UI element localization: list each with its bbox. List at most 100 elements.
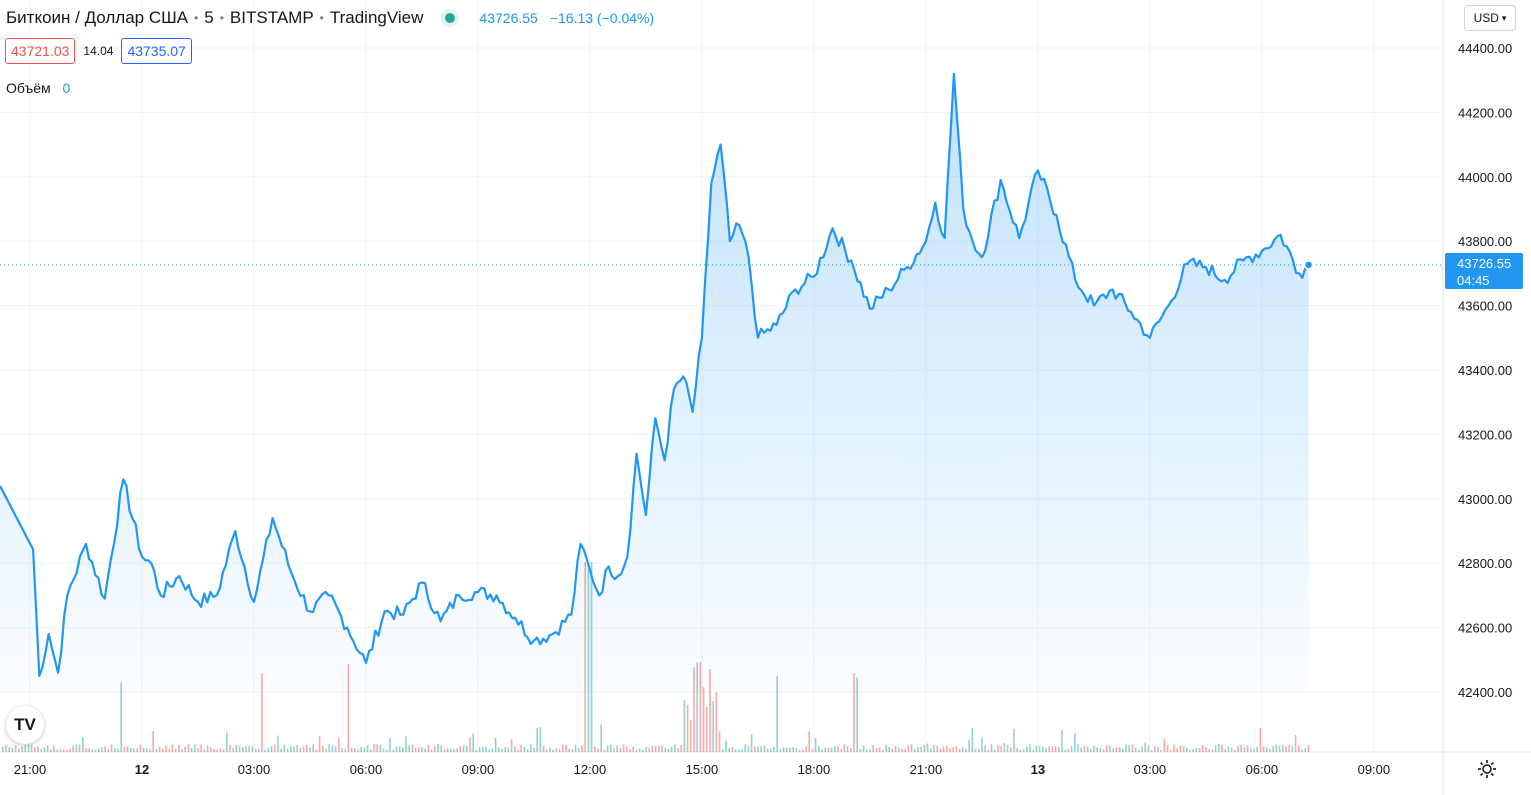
volume-bar xyxy=(917,747,919,752)
volume-bar xyxy=(926,743,929,752)
volume-bar xyxy=(987,749,990,752)
volume-bar xyxy=(1038,746,1041,752)
volume-bar xyxy=(1131,744,1134,752)
volume-bar xyxy=(920,746,922,752)
volume-bar xyxy=(654,746,657,752)
volume-bar xyxy=(523,746,526,752)
volume-bar xyxy=(1294,735,1297,752)
volume-bar xyxy=(462,745,465,752)
volume-bar xyxy=(587,562,590,752)
market-status-icon[interactable] xyxy=(445,13,456,23)
volume-bar xyxy=(955,746,958,752)
volume-bar xyxy=(1198,747,1201,752)
volume-bar xyxy=(398,746,401,752)
y-tick-label: 42800.00 xyxy=(1458,556,1512,571)
volume-bar xyxy=(488,749,490,752)
volume-bar xyxy=(1288,744,1290,752)
volume-bar xyxy=(1099,748,1102,752)
volume-bar xyxy=(379,744,382,752)
ask-price[interactable]: 43735.07 xyxy=(121,38,192,64)
y-tick-label: 43000.00 xyxy=(1458,492,1512,507)
volume-bar xyxy=(14,745,17,752)
volume-bar xyxy=(373,744,375,752)
volume-bar xyxy=(37,746,39,752)
volume-bar xyxy=(264,749,266,752)
volume-bar xyxy=(290,745,292,752)
volume-bar xyxy=(296,745,298,752)
volume-bar xyxy=(632,746,634,752)
volume-bar xyxy=(162,748,164,752)
volume-bar xyxy=(638,748,641,752)
volume-bar xyxy=(376,744,378,752)
volume-bar xyxy=(1224,749,1226,752)
volume-bar xyxy=(1048,746,1050,752)
volume-bar xyxy=(571,748,574,752)
volume-bar xyxy=(1045,748,1047,752)
volume-bar xyxy=(5,745,7,752)
volume-bar xyxy=(642,749,644,752)
x-tick-label: 09:00 xyxy=(1358,762,1391,777)
volume-bar xyxy=(1298,745,1300,752)
volume-bar xyxy=(1262,746,1265,752)
volume-bar xyxy=(78,744,81,752)
volume-bar xyxy=(171,744,174,752)
volume-bar xyxy=(309,747,311,752)
volume-bar xyxy=(949,748,951,752)
volume-bar xyxy=(1054,746,1057,752)
volume-bar xyxy=(606,745,609,752)
volume-bar xyxy=(1282,745,1284,752)
volume-bar xyxy=(219,748,222,752)
volume-bar xyxy=(133,748,135,752)
volume-bar xyxy=(293,746,295,752)
volume-bar xyxy=(1304,748,1306,752)
volume-bar xyxy=(194,744,196,752)
volume-bar xyxy=(258,748,260,752)
volume-bar xyxy=(677,748,679,752)
volume-bar xyxy=(1106,745,1108,752)
volume-bar xyxy=(760,745,762,752)
volume-bar xyxy=(514,746,516,752)
currency-selector[interactable]: USD ▾ xyxy=(1464,5,1516,31)
chevron-down-icon: ▾ xyxy=(1501,12,1507,23)
bid-price[interactable]: 43721.03 xyxy=(5,38,76,64)
volume-bar xyxy=(370,749,372,752)
volume-bar xyxy=(818,745,820,752)
volume-bar xyxy=(1266,747,1268,752)
volume-bar xyxy=(600,724,602,752)
x-tick-label: 12:00 xyxy=(574,762,607,777)
volume-bar xyxy=(923,745,926,752)
x-tick-label: 06:00 xyxy=(1246,762,1279,777)
tradingview-logo-icon[interactable]: TV xyxy=(6,706,44,744)
volume-bar xyxy=(456,748,458,752)
volume-bar xyxy=(440,745,442,752)
volume-bar xyxy=(1000,746,1002,752)
volume-bar xyxy=(24,745,26,752)
volume-bar xyxy=(968,739,970,752)
interval-label[interactable]: 5 xyxy=(204,8,214,27)
volume-bar xyxy=(206,745,209,752)
volume-bar xyxy=(1208,748,1210,752)
volume-bar xyxy=(757,746,759,752)
volume-bar xyxy=(235,744,238,752)
volume-bar xyxy=(613,748,615,752)
volume-bar xyxy=(597,748,599,752)
gear-icon[interactable] xyxy=(1476,758,1498,780)
legend-separator: • xyxy=(319,11,324,25)
volume-bar xyxy=(635,749,638,752)
y-tick-label: 43800.00 xyxy=(1458,234,1512,249)
volume-bar xyxy=(1118,747,1121,752)
volume-bar xyxy=(667,748,670,752)
volume-bar xyxy=(1195,748,1198,752)
volume-legend[interactable]: Объём 0 xyxy=(6,80,70,96)
volume-bar xyxy=(875,747,878,752)
currency-label: USD xyxy=(1473,11,1499,25)
volume-bar xyxy=(555,748,558,752)
volume-bar xyxy=(1154,746,1156,752)
volume-bar xyxy=(1019,749,1022,752)
last-price-marker xyxy=(1303,260,1314,270)
symbol-name[interactable]: Биткоин / Доллар США xyxy=(6,8,189,27)
volume-bar xyxy=(158,746,161,752)
volume-bar xyxy=(798,749,801,752)
